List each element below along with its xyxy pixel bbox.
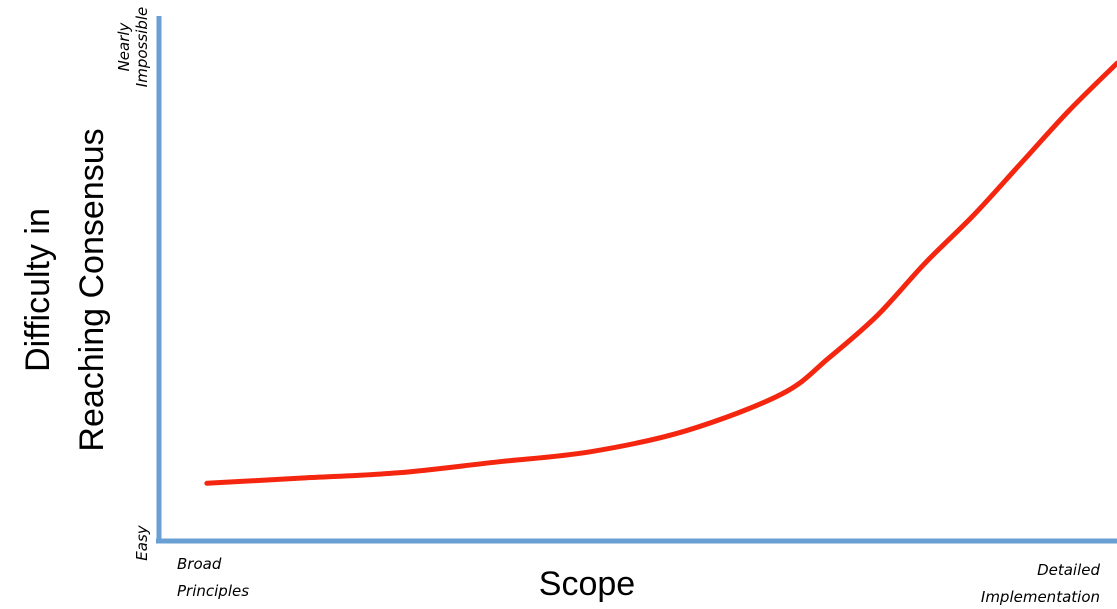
y-axis-title-line-2: Reaching Consensus <box>73 128 111 451</box>
x-tick-end-line-1: Detailed <box>1037 561 1100 579</box>
y-tick-high-line-1: Nearly <box>115 21 133 71</box>
x-tick-end-line-2: Implementation <box>981 588 1100 606</box>
y-tick-high-line-2: Impossible <box>133 7 151 87</box>
x-tick-start-line-1: Broad <box>177 555 222 573</box>
y-axis-title-line-1: Difficulty in <box>19 208 57 372</box>
x-axis-title: Scope <box>539 565 635 603</box>
difficulty-curve <box>204 60 1117 486</box>
y-tick-low-label: Easy <box>133 524 151 560</box>
x-tick-start-line-2: Principles <box>177 582 249 600</box>
